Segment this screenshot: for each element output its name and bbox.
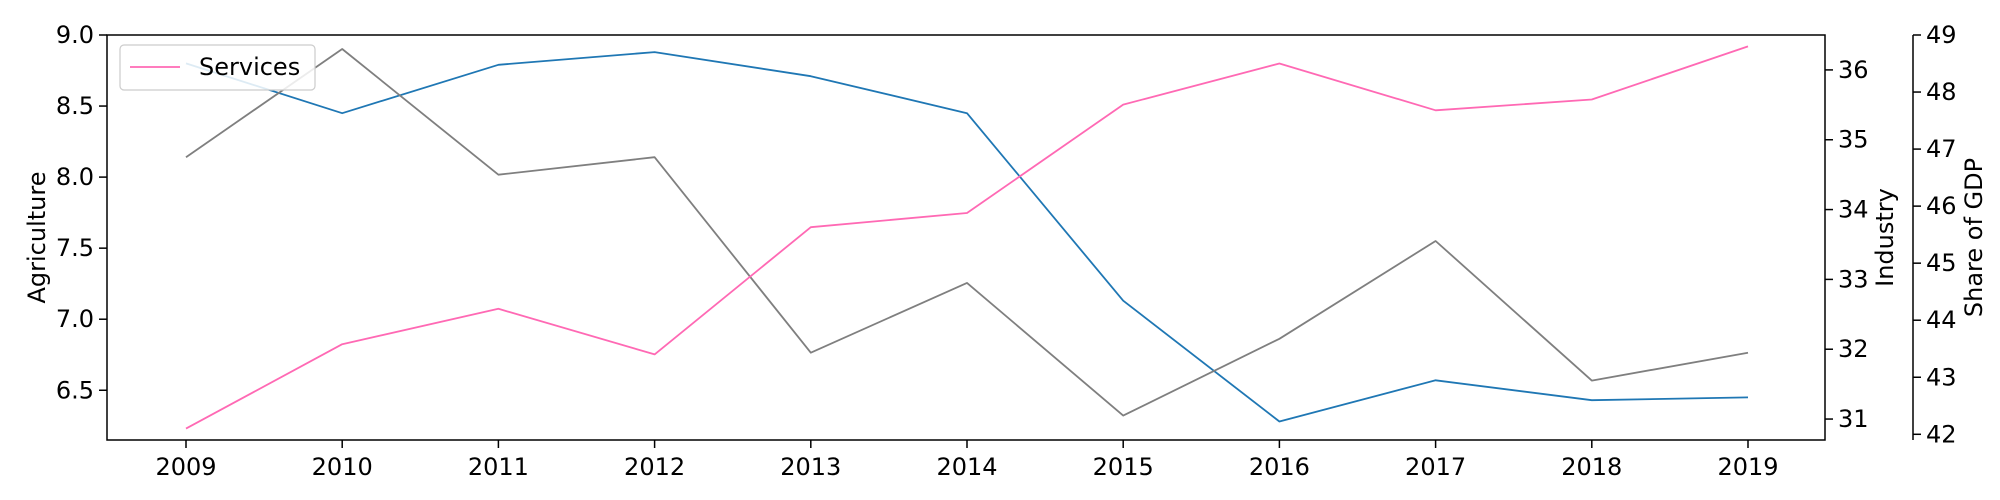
share-of-gdp-axis: 42 43 44 45 46 47 48 49 bbox=[1912, 21, 1957, 448]
x-tick-label: 2009 bbox=[155, 453, 216, 481]
industry-tick-label: 36 bbox=[1838, 56, 1869, 84]
industry-tick-label: 35 bbox=[1838, 126, 1869, 154]
legend-box bbox=[119, 44, 316, 91]
left-axis-title: Agriculture bbox=[23, 172, 51, 304]
share-of-gdp-tick-label: 43 bbox=[1926, 363, 1957, 391]
industry-tick-label: 34 bbox=[1838, 196, 1869, 224]
x-tick-label: 2014 bbox=[936, 453, 997, 481]
share-of-gdp-tick-label: 45 bbox=[1926, 249, 1957, 277]
industry-tick-label: 31 bbox=[1838, 405, 1869, 433]
x-tick-label: 2015 bbox=[1093, 453, 1154, 481]
share-of-gdp-tick-label: 47 bbox=[1926, 135, 1957, 163]
left-tick-label: 8.0 bbox=[56, 163, 94, 191]
legend-label-services: Services bbox=[199, 53, 300, 81]
legend: Services bbox=[119, 44, 316, 91]
x-axis: 2009 2010 2011 2012 2013 2014 2015 2016 2017 2018… bbox=[155, 440, 1779, 481]
left-tick-label: 8.5 bbox=[56, 92, 94, 120]
x-tick-label: 2019 bbox=[1717, 453, 1778, 481]
industry-tick-label: 32 bbox=[1838, 335, 1869, 363]
share-of-gdp-tick-label: 44 bbox=[1926, 306, 1957, 334]
industry-line bbox=[185, 48, 1749, 417]
plot-border bbox=[106, 34, 1826, 441]
share-of-gdp-tick-label: 49 bbox=[1926, 21, 1957, 49]
x-tick-label: 2011 bbox=[468, 453, 529, 481]
x-tick-label: 2012 bbox=[624, 453, 685, 481]
share-of-gdp-tick-label: 42 bbox=[1926, 420, 1957, 448]
share-of-gdp-tick-label: 46 bbox=[1926, 192, 1957, 220]
agriculture-line bbox=[185, 51, 1749, 423]
share-of-gdp-tick-label: 48 bbox=[1926, 78, 1957, 106]
left-tick-label: 7.0 bbox=[56, 305, 94, 333]
services-line bbox=[185, 45, 1749, 430]
x-tick-label: 2016 bbox=[1249, 453, 1310, 481]
left-tick-label: 7.5 bbox=[56, 234, 94, 262]
x-tick-label: 2017 bbox=[1405, 453, 1466, 481]
plot-frame bbox=[106, 34, 1826, 441]
left-tick-label: 6.5 bbox=[56, 376, 94, 404]
left-tick-label: 9.0 bbox=[56, 21, 94, 49]
left-axis: 6.5 7.0 7.5 8.0 8.5 9.0 bbox=[56, 21, 107, 404]
industry-axis: 31 32 33 34 35 36 bbox=[1825, 56, 1869, 433]
x-tick-label: 2013 bbox=[780, 453, 841, 481]
industry-tick-label: 33 bbox=[1838, 265, 1869, 293]
industry-axis-title: Industry bbox=[1871, 188, 1899, 287]
x-tick-label: 2010 bbox=[312, 453, 373, 481]
share-of-gdp-axis-title: Share of GDP bbox=[1960, 158, 1988, 317]
series-layer bbox=[185, 45, 1749, 430]
x-tick-label: 2018 bbox=[1561, 453, 1622, 481]
